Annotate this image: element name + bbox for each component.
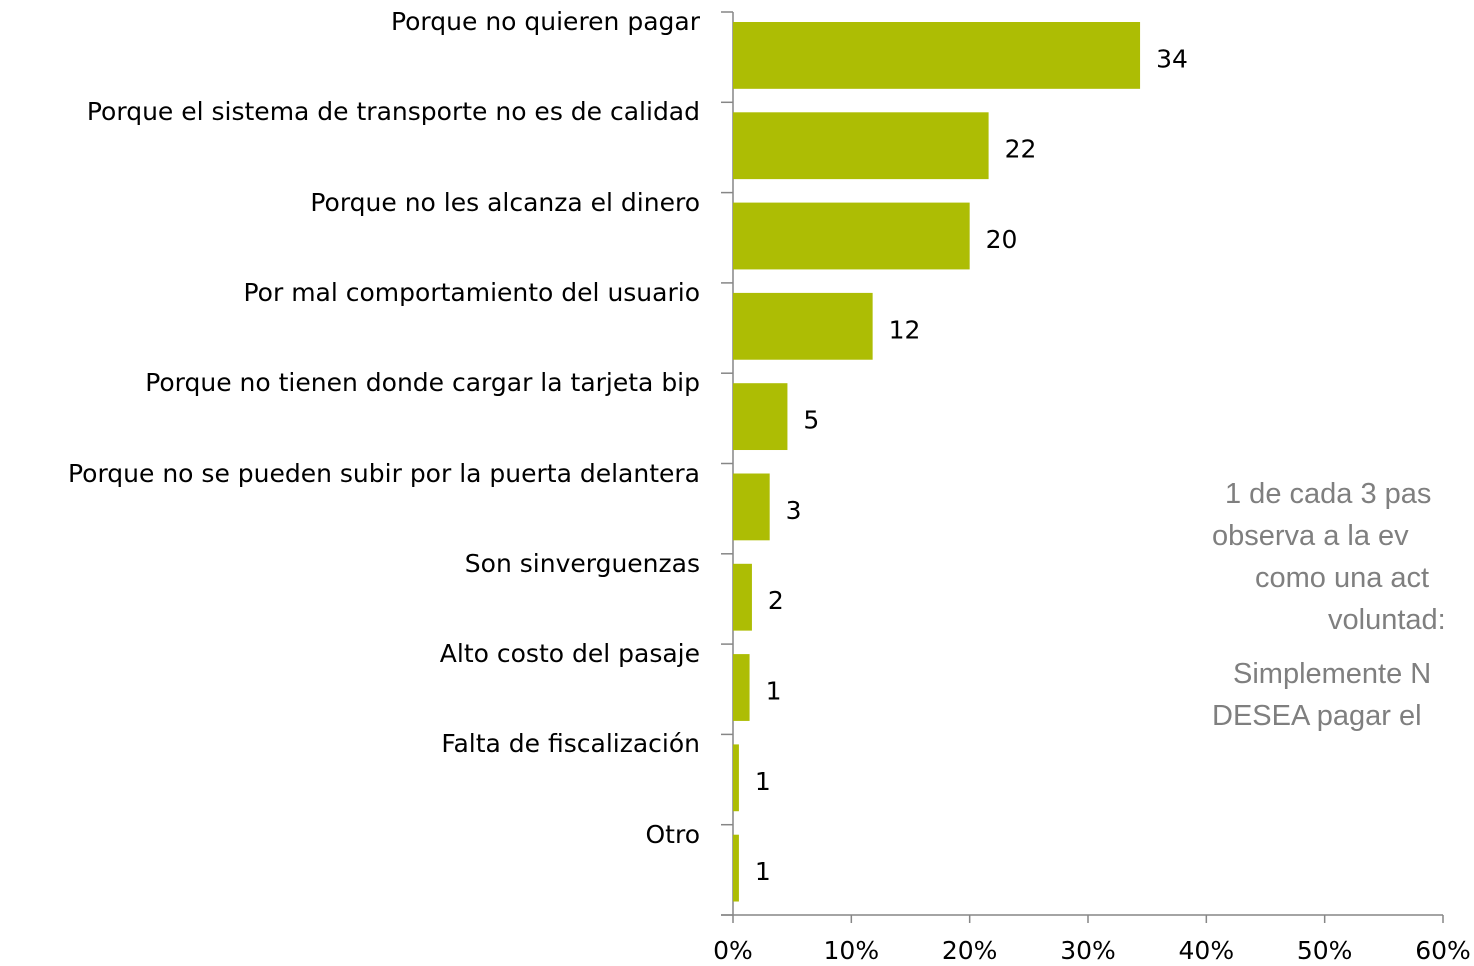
category-label-box: Otro xyxy=(5,791,700,879)
annotation: 1 de cada 3 pas xyxy=(1225,478,1431,510)
category-label-wrap: Porque no se pueden subir por la puerta … xyxy=(5,430,700,518)
x-tick-label: 0% xyxy=(713,936,753,965)
category-label: Porque no se pueden subir por la puerta … xyxy=(67,458,700,488)
category-label-wrap: Porque el sistema de transporte no es de… xyxy=(5,68,700,156)
category-label: Porque no tienen donde cargar la tarjeta… xyxy=(145,368,700,398)
bar xyxy=(733,292,873,360)
category-label-box: Porque no les alcanza el dinero xyxy=(5,159,700,247)
bar xyxy=(733,383,788,451)
category-label: Porque no quieren pagar xyxy=(390,7,700,36)
data-label: 1 xyxy=(766,677,782,706)
category-label-box: Son sinverguenzas xyxy=(5,520,700,608)
data-label: 5 xyxy=(803,406,819,435)
data-label: 1 xyxy=(755,857,771,886)
annotation: observa a la ev xyxy=(1212,520,1409,552)
bar xyxy=(733,563,752,631)
data-label: 22 xyxy=(1005,135,1037,164)
category-label-wrap: Por mal comportamiento del usuario xyxy=(5,249,701,337)
category-label: Porque el sistema de transporte no es de… xyxy=(86,97,700,127)
category-label-wrap: Porque no les alcanza el dinero xyxy=(5,159,700,247)
category-label: Otro xyxy=(645,819,700,849)
annotation: Simplemente N xyxy=(1233,658,1431,690)
data-label: 12 xyxy=(889,315,921,344)
bar xyxy=(733,834,739,902)
category-label-wrap: Alto costo del pasaje xyxy=(5,610,700,698)
annotation: DESEA pagar el xyxy=(1212,700,1422,732)
category-label-box: Porque no se pueden subir por la puerta … xyxy=(5,430,700,518)
category-label-box: Porque no tienen donde cargar la tarjeta… xyxy=(5,339,700,427)
x-tick-label: 50% xyxy=(1297,936,1353,965)
category-label-wrap: Son sinverguenzas xyxy=(5,520,700,608)
data-label: 34 xyxy=(1156,44,1188,73)
category-label: Porque no les alcanza el dinero xyxy=(310,187,700,217)
x-tick-label: 10% xyxy=(824,936,880,965)
bar xyxy=(733,744,739,812)
category-label-box: Falta de fiscalización xyxy=(5,700,700,788)
bar xyxy=(733,22,1141,89)
bar xyxy=(733,202,970,270)
bar xyxy=(733,112,989,180)
category-label-box: Porque el sistema de transporte no es de… xyxy=(5,68,700,156)
category-label: Por mal comportamiento del usuario xyxy=(243,277,701,307)
data-label: 2 xyxy=(768,586,784,615)
x-tick-label: 60% xyxy=(1415,936,1471,965)
category-label-wrap: Porque no tienen donde cargar la tarjeta… xyxy=(5,339,700,427)
x-tick-label: 30% xyxy=(1060,936,1116,965)
bar xyxy=(733,473,770,541)
x-tick-label: 40% xyxy=(1179,936,1235,965)
category-label-wrap: Falta de fiscalización xyxy=(5,700,700,788)
x-tick-label: 20% xyxy=(942,936,998,965)
bar xyxy=(733,654,750,721)
annotation: como una act xyxy=(1255,562,1429,594)
annotation: voluntad: xyxy=(1328,604,1446,636)
category-label: Alto costo del pasaje xyxy=(439,639,700,669)
category-label-wrap: Porque no quieren pagar xyxy=(5,0,700,66)
category-label: Son sinverguenzas xyxy=(464,548,700,578)
data-label: 3 xyxy=(786,496,802,525)
category-label-box: Alto costo del pasaje xyxy=(5,610,700,698)
category-label-box: Porque no quieren pagar xyxy=(5,0,700,66)
data-label: 20 xyxy=(986,225,1018,254)
data-label: 1 xyxy=(755,767,771,796)
category-label-wrap: Otro xyxy=(5,791,700,879)
category-label: Falta de fiscalización xyxy=(441,729,700,759)
category-label-box: Por mal comportamiento del usuario xyxy=(5,249,701,337)
